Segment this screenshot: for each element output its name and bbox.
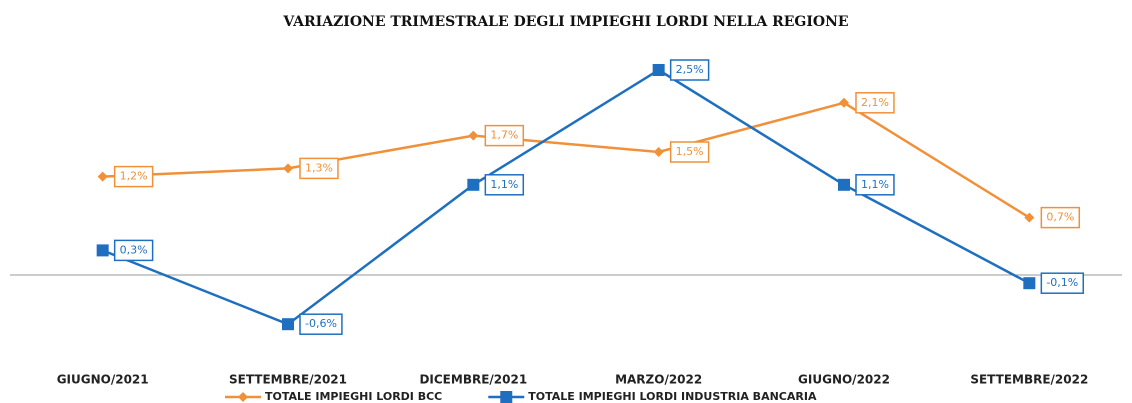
x-tick-label: DICEMBRE/2021: [419, 373, 527, 387]
data-label-text: 1,1%: [490, 178, 518, 191]
data-label-text: 2,5%: [676, 63, 704, 76]
marker: [652, 64, 665, 76]
marker: [838, 178, 850, 191]
chart-title: VARIAZIONE TRIMESTRALE DEGLI IMPIEGHI LO…: [282, 14, 848, 30]
data-label-text: -0,1%: [1046, 276, 1078, 289]
data-label-text: 1,3%: [305, 161, 333, 174]
data-label-text: -0,6%: [305, 317, 337, 330]
data-label-text: 1,5%: [676, 145, 704, 158]
data-label: -0,6%: [299, 313, 343, 335]
data-label-box: [855, 174, 895, 196]
marker: [1024, 212, 1035, 223]
x-tick-label: SETTEMBRE/2021: [229, 373, 347, 387]
legend-label: TOTALE IMPIEGHI LORDI INDUSTRIA BANCARIA: [528, 390, 817, 403]
data-label-text: 2,1%: [861, 96, 889, 109]
data-label: 1,5%: [669, 141, 710, 163]
series-line: [102, 101, 1030, 219]
data-label: 1,2%: [113, 165, 154, 188]
series-line: [102, 68, 1030, 326]
data-label: 0,3%: [113, 239, 154, 262]
data-label: -0,1%: [1040, 272, 1085, 294]
x-tick-label: MARZO/2022: [615, 373, 702, 387]
x-tick-label: GIUGNO/2022: [798, 373, 890, 387]
x-tick-label: GIUGNO/2021: [57, 373, 149, 387]
marker: [653, 147, 664, 157]
data-label-box: [484, 174, 525, 196]
marker: [238, 392, 248, 402]
marker: [500, 391, 513, 403]
data-label: 0,7%: [1040, 206, 1081, 229]
data-label-box: [299, 157, 339, 180]
data-label-box: [669, 59, 710, 81]
data-label-box: [113, 239, 154, 262]
data-label-text: 1,7%: [490, 129, 518, 142]
data-label: 2,5%: [669, 59, 710, 81]
data-label: 1,1%: [484, 174, 525, 196]
marker: [96, 244, 109, 257]
data-label: 1,1%: [855, 174, 895, 196]
data-label-text: 0,7%: [1046, 211, 1074, 224]
data-label-box: [113, 165, 154, 188]
marker: [467, 178, 480, 191]
marker: [97, 171, 108, 182]
marker: [282, 318, 294, 331]
data-label: 1,3%: [299, 157, 339, 180]
legend-label: TOTALE IMPIEGHI LORDI BCC: [265, 390, 442, 403]
marker: [1023, 277, 1036, 290]
data-label-box: [299, 313, 343, 335]
x-tick-label: SETTEMBRE/2022: [970, 373, 1088, 387]
data-label-box: [669, 141, 710, 163]
data-label-box: [1040, 206, 1081, 229]
marker: [839, 97, 849, 108]
data-label-text: 1,2%: [120, 170, 148, 183]
data-label: 2,1%: [855, 92, 895, 114]
data-label-box: [1040, 272, 1085, 294]
data-label: 1,7%: [484, 124, 525, 147]
data-label-text: 0,3%: [120, 243, 148, 256]
marker: [468, 130, 479, 141]
marker: [283, 163, 293, 174]
data-label-box: [484, 124, 525, 147]
data-label-box: [855, 92, 895, 114]
data-label-text: 1,1%: [861, 178, 889, 191]
